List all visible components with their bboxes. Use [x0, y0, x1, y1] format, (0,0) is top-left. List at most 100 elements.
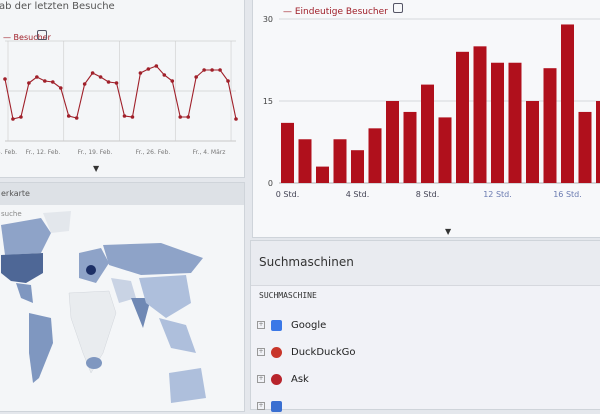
- map-panel-subtitle: suche: [1, 210, 22, 218]
- bar-hour-14: [526, 101, 539, 183]
- bar-hour-8: [421, 84, 434, 183]
- data-point: [35, 75, 39, 79]
- x-tick-label: 8 Std.: [416, 190, 439, 199]
- data-point: [106, 80, 111, 84]
- x-tick-label: Fr., 12. Feb.: [26, 149, 61, 156]
- map-europe: [79, 248, 109, 283]
- search-engine-row[interactable]: +: [257, 398, 291, 414]
- y-tick-label: 15: [263, 97, 273, 106]
- search-engine-label: DuckDuckGo: [291, 346, 356, 358]
- map-russia: [103, 243, 203, 275]
- collapse-triangle-icon[interactable]: ▼: [445, 227, 452, 236]
- collapse-triangle-icon[interactable]: ▼: [93, 164, 100, 173]
- map-southeast-asia: [159, 318, 196, 353]
- hourly-legend[interactable]: — Eindeutige Besucher: [283, 7, 388, 17]
- visits-line: [4, 65, 237, 120]
- data-point: [3, 77, 7, 81]
- data-point: [11, 117, 15, 121]
- bar-hour-6: [386, 101, 399, 183]
- bar-hour-10: [456, 51, 469, 183]
- bing-icon: [271, 400, 282, 412]
- expand-icon[interactable]: +: [257, 402, 265, 410]
- map-south-america: [29, 313, 53, 383]
- data-point: [43, 79, 47, 83]
- bar-hour-9: [438, 117, 452, 183]
- data-point: [226, 79, 230, 83]
- export-icon[interactable]: [393, 3, 403, 13]
- bar-hour-3: [333, 139, 347, 183]
- x-tick-label: Fr., 4. März: [193, 149, 226, 156]
- map-middle-east: [111, 278, 136, 303]
- bar-hour-0: [281, 122, 294, 183]
- data-point: [114, 81, 119, 85]
- bar-hour-7: [403, 111, 417, 183]
- ask-icon: [271, 373, 282, 385]
- visits-panel-title: ab der letzten Besuche: [0, 1, 115, 12]
- data-point: [66, 114, 71, 118]
- data-point: [234, 117, 238, 121]
- data-point: [138, 71, 143, 75]
- data-point: [58, 86, 63, 90]
- y-tick-label: 30: [263, 15, 273, 24]
- data-point: [178, 115, 183, 119]
- data-point: [194, 75, 198, 79]
- map-panel: erkarte suche: [0, 182, 245, 412]
- data-point: [50, 80, 55, 84]
- search-engine-label: Google: [291, 319, 327, 331]
- x-tick-label: Fr., 19. Feb.: [78, 149, 113, 156]
- data-point: [210, 68, 214, 72]
- x-tick-label: 4 Std.: [346, 190, 369, 199]
- bar-hour-18: [596, 101, 600, 183]
- map-usa: [1, 253, 43, 283]
- x-tick-label: 5. Feb.: [0, 149, 17, 156]
- map-china: [139, 275, 191, 318]
- data-point: [130, 115, 135, 119]
- map-central-america: [16, 283, 33, 303]
- data-point: [146, 67, 151, 71]
- map-greenland: [43, 211, 71, 233]
- google-icon: [271, 319, 282, 331]
- x-tick-label: 16 Std.: [553, 190, 582, 199]
- export-icon[interactable]: [37, 30, 47, 40]
- x-tick-label: 0 Std.: [276, 190, 299, 199]
- bar-hour-11: [473, 46, 487, 184]
- data-point: [19, 115, 23, 119]
- world-map[interactable]: [0, 203, 246, 413]
- data-point: [74, 116, 79, 120]
- visits-line-chart: 5. Feb. Fr., 12. Feb. Fr., 19. Feb. Fr., 26…: [0, 40, 238, 156]
- column-header-search-engine[interactable]: SUCHMASCHINE: [259, 291, 317, 300]
- hourly-legend-label: Eindeutige Besucher: [294, 7, 388, 17]
- bar-hour-17: [578, 111, 592, 183]
- search-engine-row[interactable]: + Ask: [257, 371, 309, 387]
- bar-hour-12: [491, 62, 504, 183]
- bar-hour-13: [508, 62, 522, 183]
- duckduckgo-icon: [271, 346, 282, 358]
- y-tick-label: 0: [268, 179, 273, 188]
- visits-legend[interactable]: — Besucher: [3, 33, 51, 42]
- expand-icon[interactable]: +: [257, 348, 265, 356]
- data-point: [202, 68, 206, 72]
- expand-icon[interactable]: +: [257, 375, 265, 383]
- data-point: [98, 75, 103, 79]
- data-point: [162, 73, 167, 77]
- map-south-africa: [86, 357, 102, 369]
- bar-hour-4: [351, 150, 364, 183]
- search-engines-header: [251, 241, 600, 286]
- search-engine-row[interactable]: + DuckDuckGo: [257, 344, 356, 360]
- data-point: [90, 71, 95, 75]
- search-engines-title: Suchmaschinen: [259, 255, 354, 269]
- search-engines-panel: Suchmaschinen SUCHMASCHINE + Google + DuckD…: [250, 240, 600, 412]
- x-tick-label: Fr., 26. Feb.: [136, 149, 171, 156]
- data-point: [27, 81, 31, 85]
- search-engine-row[interactable]: + Google: [257, 317, 326, 333]
- bar-hour-16: [561, 24, 574, 183]
- map-australia: [169, 368, 206, 403]
- data-point: [186, 115, 191, 119]
- visits-panel: ab der letzten Besuche — Besucher 5. Feb…: [0, 0, 245, 178]
- bar-hour-2: [316, 166, 329, 183]
- bar-hour-1: [298, 139, 312, 183]
- x-tick-label: 12 Std.: [483, 190, 512, 199]
- bar-hour-5: [368, 128, 382, 183]
- visits-legend-label: Besucher: [13, 33, 51, 42]
- expand-icon[interactable]: +: [257, 321, 265, 329]
